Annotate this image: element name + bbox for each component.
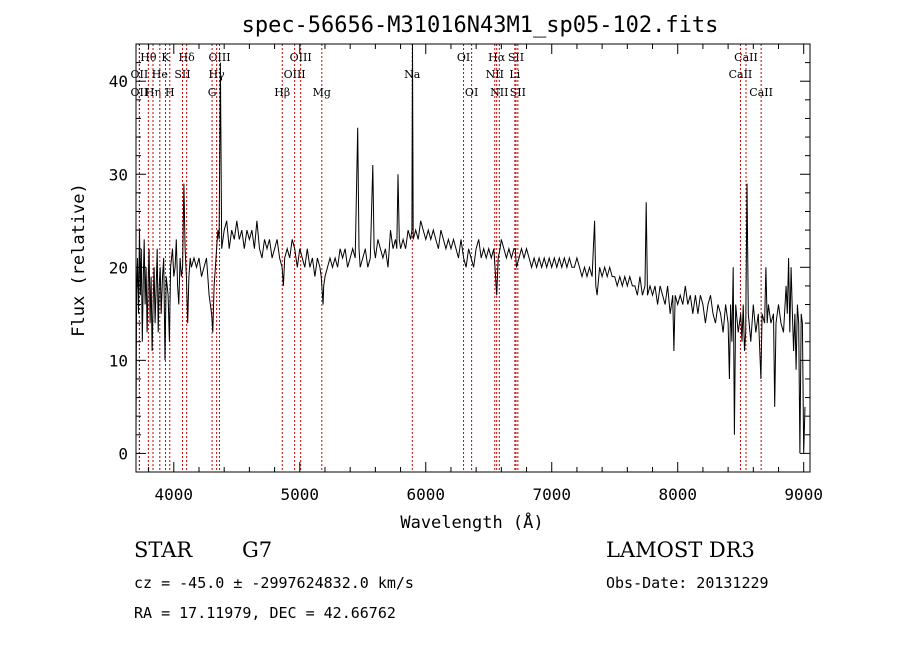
line-label-10: NII — [490, 86, 508, 99]
object-class: STAR — [134, 538, 193, 562]
line-label-18: K — [161, 51, 170, 64]
y-tick-label-20: 20 — [109, 258, 128, 277]
line-label-5: OIII — [284, 68, 306, 81]
line-label-6: OI — [457, 51, 470, 64]
line-label-27: CaII — [749, 86, 773, 99]
x-tick-label-4000: 4000 — [155, 485, 194, 504]
line-label-26: CaII — [729, 68, 753, 81]
line-label-13: Li — [509, 68, 520, 81]
sky-coordinates: RA = 17.11979, DEC = 42.66762 — [134, 604, 396, 622]
x-tick-label-5000: 5000 — [281, 485, 320, 504]
line-label-16: Hη — [145, 86, 161, 99]
line-label-3: Hγ — [209, 68, 226, 81]
redshift-velocity: cz = -45.0 ± -2997624832.0 km/s — [134, 574, 414, 592]
observation-date: Obs-Date: 20131229 — [606, 574, 769, 592]
line-label-2: OIII — [208, 51, 230, 64]
line-label-8: Hα — [488, 51, 506, 64]
survey-name: LAMOST DR3 — [606, 538, 755, 562]
line-label-14: Hθ — [140, 51, 157, 64]
y-tick-label-0: 0 — [118, 444, 128, 463]
line-label-20: H — [165, 86, 175, 99]
x-tick-label-8000: 8000 — [658, 485, 697, 504]
spectrum-series — [136, 44, 806, 454]
axis-ticks: 4000 5000 6000 7000 8000 9000 0 10 20 30 40 — [109, 44, 823, 504]
line-label-7: OI — [465, 86, 478, 99]
y-tick-label-40: 40 — [109, 72, 128, 91]
line-label-12: SII — [510, 86, 526, 99]
line-label-4: OIII — [290, 51, 312, 64]
line-label-15: OII — [131, 86, 149, 99]
line-label-25: CaII — [734, 51, 758, 64]
x-tick-label-6000: 6000 — [406, 485, 445, 504]
y-tick-label-10: 10 — [109, 351, 128, 370]
y-tick-label-30: 30 — [109, 165, 128, 184]
line-label-22: Hβ — [274, 86, 290, 99]
line-label-1: OII — [131, 68, 149, 81]
line-label-21: G — [208, 86, 217, 99]
spectral-line-markers: HδOIIOIIIHγOIIIOIIIOIOIHαNIINIISIISIILiH… — [131, 44, 773, 472]
plot-frame — [135, 43, 811, 473]
x-tick-label-7000: 7000 — [532, 485, 571, 504]
line-label-19: SII — [174, 68, 190, 81]
object-subclass: G7 — [242, 538, 273, 562]
line-label-9: NII — [486, 68, 504, 81]
line-label-23: Mg — [313, 86, 331, 99]
x-tick-label-9000: 9000 — [784, 485, 823, 504]
y-axis-label: Flux (relative) — [69, 183, 89, 337]
line-label-11: SII — [508, 51, 524, 64]
line-label-0: Hδ — [179, 51, 196, 64]
chart-title: spec-56656-M31016N43M1_sp05-102.fits — [242, 13, 719, 38]
spectrum-line — [136, 44, 806, 454]
line-label-17: He — [152, 68, 168, 81]
x-axis-label: Wavelength (Å) — [400, 511, 543, 533]
